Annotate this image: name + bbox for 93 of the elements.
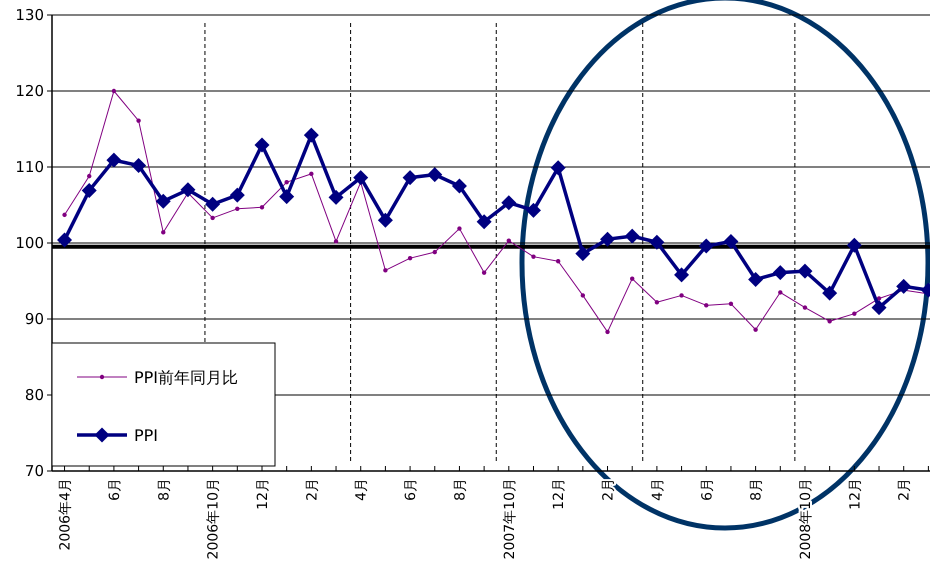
point (852, 311, 857, 316)
point (501, 195, 516, 210)
point (605, 330, 610, 334)
point (427, 167, 442, 182)
point (728, 302, 734, 306)
point (156, 194, 171, 209)
point (57, 232, 72, 248)
point (802, 305, 808, 310)
point (353, 170, 368, 186)
point (131, 158, 146, 173)
point (87, 174, 92, 178)
x-tick-label: 2月 (304, 478, 320, 501)
point (408, 256, 412, 260)
point (674, 267, 690, 282)
point (180, 182, 196, 198)
point (432, 250, 437, 254)
point (457, 226, 462, 231)
point (654, 300, 660, 304)
point (649, 234, 664, 250)
point (748, 272, 764, 287)
point (482, 270, 486, 275)
point (62, 212, 67, 218)
point (698, 238, 714, 254)
point (279, 189, 294, 204)
point (304, 128, 319, 143)
point (797, 264, 812, 279)
x-tick-label: 2月 (896, 478, 913, 501)
x-tick-label: 8月 (452, 478, 468, 501)
x-tick-label: 6月 (106, 478, 123, 501)
legend-label: PPI前年同月比 (134, 368, 238, 387)
point (476, 214, 492, 230)
point (506, 238, 512, 243)
point (309, 172, 314, 176)
x-tick-label: 8月 (748, 478, 765, 501)
legend-label: PPI (134, 426, 158, 445)
x-tick-label: 2006年10月 (206, 478, 222, 560)
point (210, 216, 215, 220)
y-tick-label: 100 (15, 234, 44, 252)
y-tick-label: 130 (15, 6, 44, 24)
x-tick-label: 4月 (354, 478, 370, 501)
point (846, 238, 862, 253)
x-tick-label: 2月 (600, 478, 617, 501)
y-tick-label: 120 (15, 82, 44, 100)
y-tick-label: 80 (24, 386, 44, 404)
point (383, 268, 388, 273)
point (827, 319, 832, 324)
point (254, 137, 270, 152)
point (328, 190, 344, 205)
point (526, 202, 541, 218)
x-tick-label: 12月 (551, 478, 568, 510)
point (772, 265, 788, 280)
point (106, 152, 122, 168)
x-tick-label: 4月 (650, 478, 666, 501)
point (556, 259, 560, 264)
x-tick-label: 2007年10月 (502, 478, 518, 560)
point (575, 246, 590, 262)
point (872, 300, 887, 316)
point (284, 180, 289, 184)
point (600, 232, 616, 247)
point (723, 234, 738, 249)
point (679, 293, 684, 298)
point (112, 88, 116, 94)
point (531, 254, 536, 259)
point (452, 178, 467, 194)
point (550, 160, 566, 176)
point (896, 278, 912, 294)
x-tick-label: 12月 (847, 478, 864, 510)
x-tick-label: 8月 (156, 478, 172, 501)
point (205, 196, 220, 212)
point (822, 286, 838, 301)
x-tick-label: 2006年4月 (58, 478, 74, 551)
point (630, 276, 634, 281)
x-tick-label: 6月 (403, 478, 420, 501)
point (260, 205, 264, 210)
point (704, 303, 708, 308)
point (161, 230, 166, 235)
point (378, 212, 393, 228)
point (235, 206, 240, 211)
point (82, 183, 97, 198)
point (402, 170, 418, 186)
x-tick-label: 2008年10月 (798, 478, 814, 560)
point (778, 290, 782, 295)
x-tick-label: 12月 (254, 478, 271, 510)
x-tick-label: 6月 (699, 478, 716, 501)
point (334, 239, 338, 244)
y-tick-label: 90 (24, 310, 44, 328)
point (624, 228, 640, 244)
point (230, 188, 245, 203)
y-tick-label: 110 (15, 158, 44, 176)
point (136, 118, 141, 123)
point (580, 293, 586, 298)
y-tick-label: 70 (24, 462, 44, 480)
point (753, 327, 758, 332)
